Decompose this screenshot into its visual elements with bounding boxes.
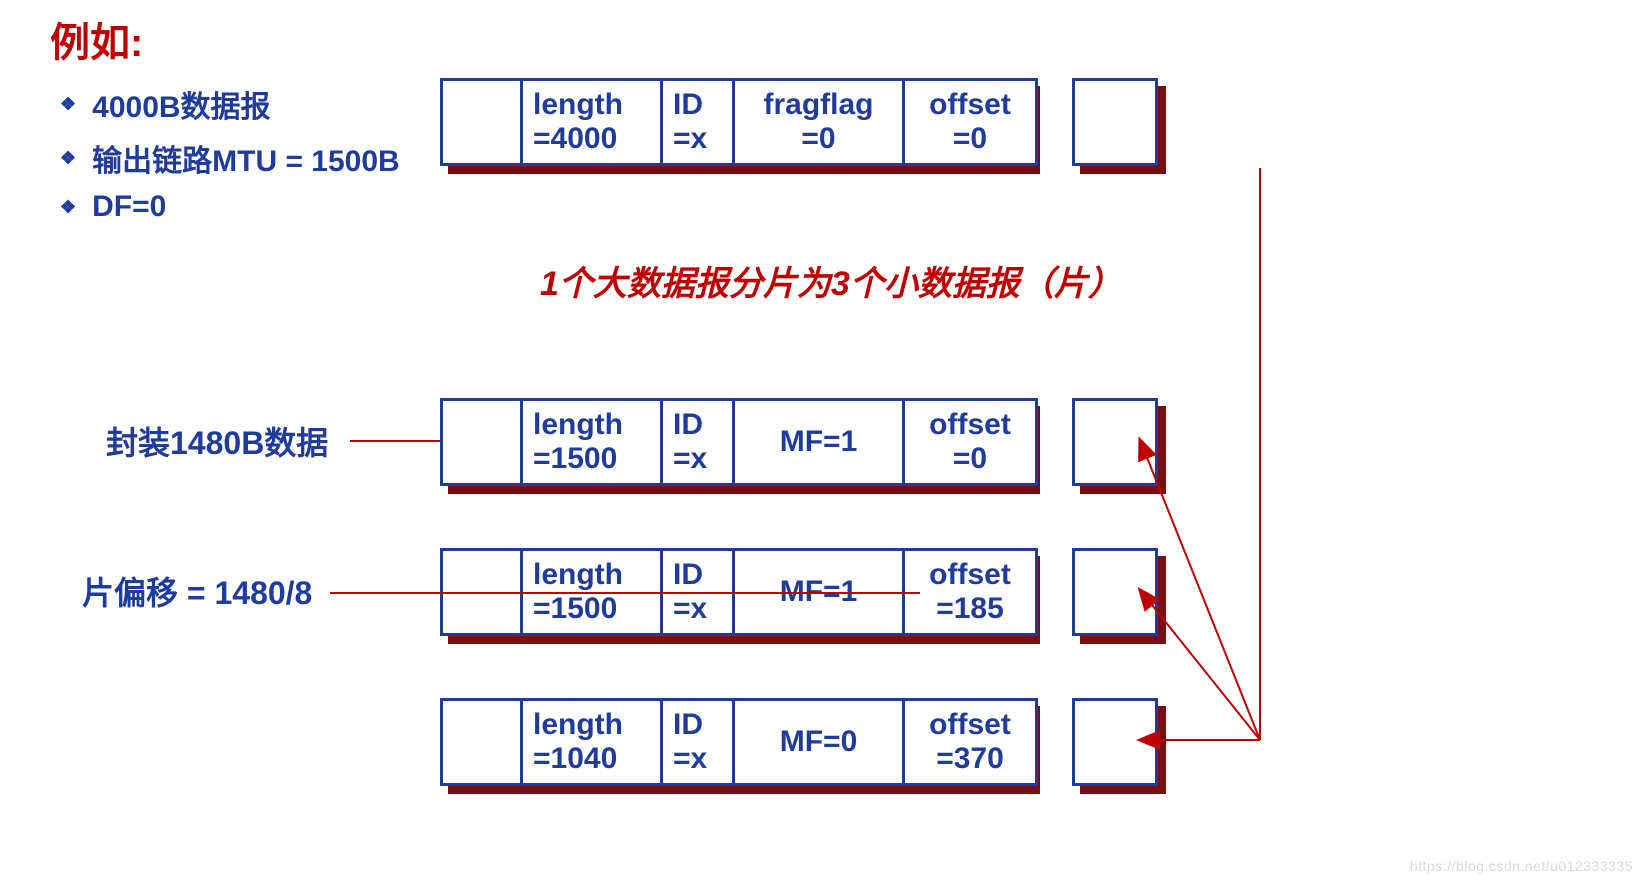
packet-fragment-2: length=1040ID=xMF=0offset=370 xyxy=(440,698,1038,786)
cell-id: ID=x xyxy=(663,401,735,483)
bullet-text: DF=0 xyxy=(92,190,166,224)
cell-fragflag-line1: =0 xyxy=(801,122,835,157)
cell-offset-line0: offset xyxy=(929,88,1011,123)
label-0: 封装1480B数据 xyxy=(106,418,328,464)
cell-id: ID=x xyxy=(663,81,735,163)
cell-length-line1: =4000 xyxy=(533,122,617,157)
bullet-0: ❖ 4000B数据报 xyxy=(60,82,271,126)
cell-id-line0: ID xyxy=(673,408,703,443)
cell-length-line0: length xyxy=(533,558,623,593)
packet-tail xyxy=(1072,398,1158,486)
cell-offset: offset=185 xyxy=(905,551,1035,633)
cell-mf: MF=1 xyxy=(735,401,905,483)
cell-id: ID=x xyxy=(663,701,735,783)
caption-mid: 个大数据报分片为 xyxy=(559,265,831,303)
cell-offset-line0: offset xyxy=(929,558,1011,593)
packet-original: length=4000ID=xfragflag=0offset=0 xyxy=(440,78,1038,166)
packet-tail xyxy=(1072,548,1158,636)
bullet-marker-icon: ❖ xyxy=(60,94,76,115)
cell-pad xyxy=(443,401,523,483)
packet-fragment-0: length=1500ID=xMF=1offset=0 xyxy=(440,398,1038,486)
caption-post: 个小数据报（片） xyxy=(850,265,1122,303)
bullet-1: ❖ 输出链路MTU = 1500B xyxy=(60,136,400,180)
cell-offset-line1: =0 xyxy=(953,442,987,477)
cell-id-line1: =x xyxy=(673,442,707,477)
title: 例如: xyxy=(50,10,143,68)
bullet-marker-icon: ❖ xyxy=(60,197,76,218)
bullet-2: ❖ DF=0 xyxy=(60,190,166,224)
label-connector-0 xyxy=(350,440,440,442)
cell-offset-line1: =185 xyxy=(936,592,1004,627)
label-1: 片偏移 = 1480/8 xyxy=(82,568,312,614)
label-connector-1 xyxy=(330,592,920,594)
cell-offset: offset=0 xyxy=(905,81,1035,163)
cell-offset-line1: =0 xyxy=(953,122,987,157)
cell-id-line1: =x xyxy=(673,592,707,627)
cell-length: length=1500 xyxy=(523,401,663,483)
cell-fragflag-line0: fragflag xyxy=(763,88,873,123)
cell-length-line0: length xyxy=(533,408,623,443)
cell-length: length=4000 xyxy=(523,81,663,163)
cell-mf-line0: MF=0 xyxy=(780,725,858,760)
cell-id-line0: ID xyxy=(673,558,703,593)
cell-fragflag: fragflag=0 xyxy=(735,81,905,163)
cell-length: length=1040 xyxy=(523,701,663,783)
cell-offset-line1: =370 xyxy=(936,742,1004,777)
caption-num1: 1 xyxy=(540,265,559,303)
cell-length-line0: length xyxy=(533,708,623,743)
watermark: https://blog.csdn.net/u012333335 xyxy=(1410,858,1633,874)
cell-id-line1: =x xyxy=(673,742,707,777)
bullet-text: 输出链路MTU = 1500B xyxy=(92,136,400,180)
caption: 1个大数据报分片为3个小数据报（片） xyxy=(540,256,1122,305)
cell-id-line0: ID xyxy=(673,708,703,743)
cell-length-line1: =1500 xyxy=(533,442,617,477)
bullet-marker-icon: ❖ xyxy=(60,148,76,169)
cell-offset: offset=370 xyxy=(905,701,1035,783)
cell-pad xyxy=(443,81,523,163)
cell-length-line1: =1040 xyxy=(533,742,617,777)
packet-tail xyxy=(1072,698,1158,786)
bullet-text: 4000B数据报 xyxy=(92,82,270,126)
cell-length-line0: length xyxy=(533,88,623,123)
cell-offset-line0: offset xyxy=(929,708,1011,743)
cell-length-line1: =1500 xyxy=(533,592,617,627)
cell-id-line0: ID xyxy=(673,88,703,123)
caption-num2: 3 xyxy=(831,265,850,303)
packet-tail xyxy=(1072,78,1158,166)
cell-offset-line0: offset xyxy=(929,408,1011,443)
cell-id-line1: =x xyxy=(673,122,707,157)
cell-pad xyxy=(443,701,523,783)
cell-offset: offset=0 xyxy=(905,401,1035,483)
cell-mf: MF=0 xyxy=(735,701,905,783)
cell-mf-line0: MF=1 xyxy=(780,425,858,460)
